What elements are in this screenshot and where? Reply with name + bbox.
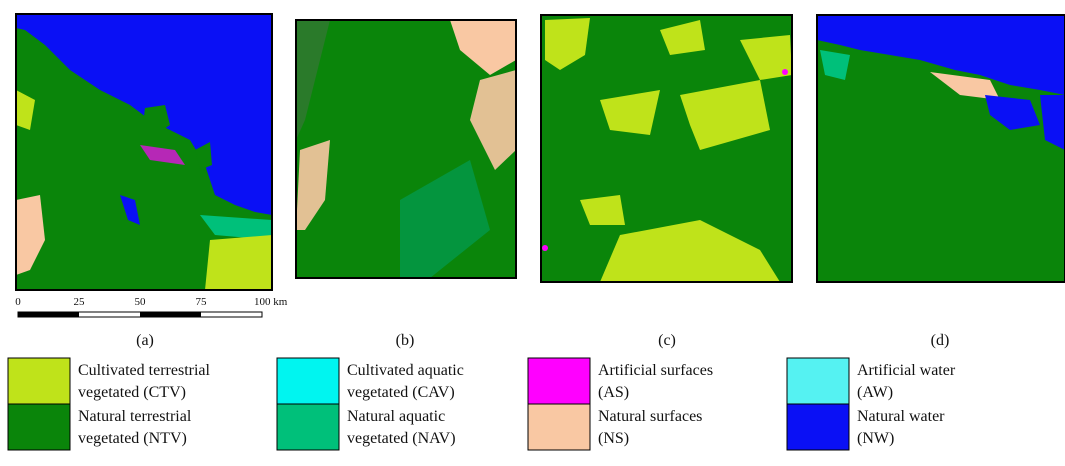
legend-text: Artificial surfaces xyxy=(598,362,713,379)
scale-label: 100 km xyxy=(254,296,288,308)
legend-text: Cultivated aquatic xyxy=(347,362,464,379)
legend-text: (NW) xyxy=(857,430,894,447)
legend-swatch xyxy=(8,358,70,404)
legend-swatch xyxy=(277,358,339,404)
legend-text: Natural water xyxy=(857,408,945,425)
panel-label: (c) xyxy=(658,332,676,349)
scale-label: 25 xyxy=(74,296,86,308)
legend-swatch xyxy=(787,404,849,450)
scale-label: 75 xyxy=(196,296,208,308)
figure: (a) (b) (c) (d) 0 25 50 75 100 km Cultivated terr… xyxy=(0,0,1065,466)
legend-text: (NS) xyxy=(598,430,629,447)
scale-label: 50 xyxy=(135,296,147,308)
legend-text: (AS) xyxy=(598,384,629,401)
map-c xyxy=(541,15,792,282)
legend-swatch xyxy=(8,404,70,450)
legend-text: vegetated (NAV) xyxy=(347,430,456,447)
legend-text: Natural aquatic xyxy=(347,408,445,425)
legend-text: Natural terrestrial xyxy=(78,408,192,425)
map-b xyxy=(296,20,516,278)
panel-label: (d) xyxy=(931,332,950,349)
legend-text: vegetated (CAV) xyxy=(347,384,455,401)
legend-text: Natural surfaces xyxy=(598,408,702,425)
legend-text: Artificial water xyxy=(857,362,956,379)
panel-label: (b) xyxy=(396,332,415,349)
legend-text: (AW) xyxy=(857,384,893,401)
legend-text: vegetated (CTV) xyxy=(78,384,186,401)
map-a xyxy=(16,14,272,290)
map-d xyxy=(817,15,1065,282)
legend-swatch xyxy=(528,404,590,450)
legend-text: Cultivated terrestrial xyxy=(78,362,211,379)
panel-label: (a) xyxy=(136,332,154,349)
legend-swatch xyxy=(787,358,849,404)
legend-swatch xyxy=(277,404,339,450)
legend-text: vegetated (NTV) xyxy=(78,430,187,447)
scale-label: 0 xyxy=(15,296,21,308)
dynamic-layer: (a) (b) (c) (d) 0 25 50 75 100 km Cultivated terr… xyxy=(8,296,956,450)
scale-bar xyxy=(18,312,262,317)
legend-swatch xyxy=(528,358,590,404)
